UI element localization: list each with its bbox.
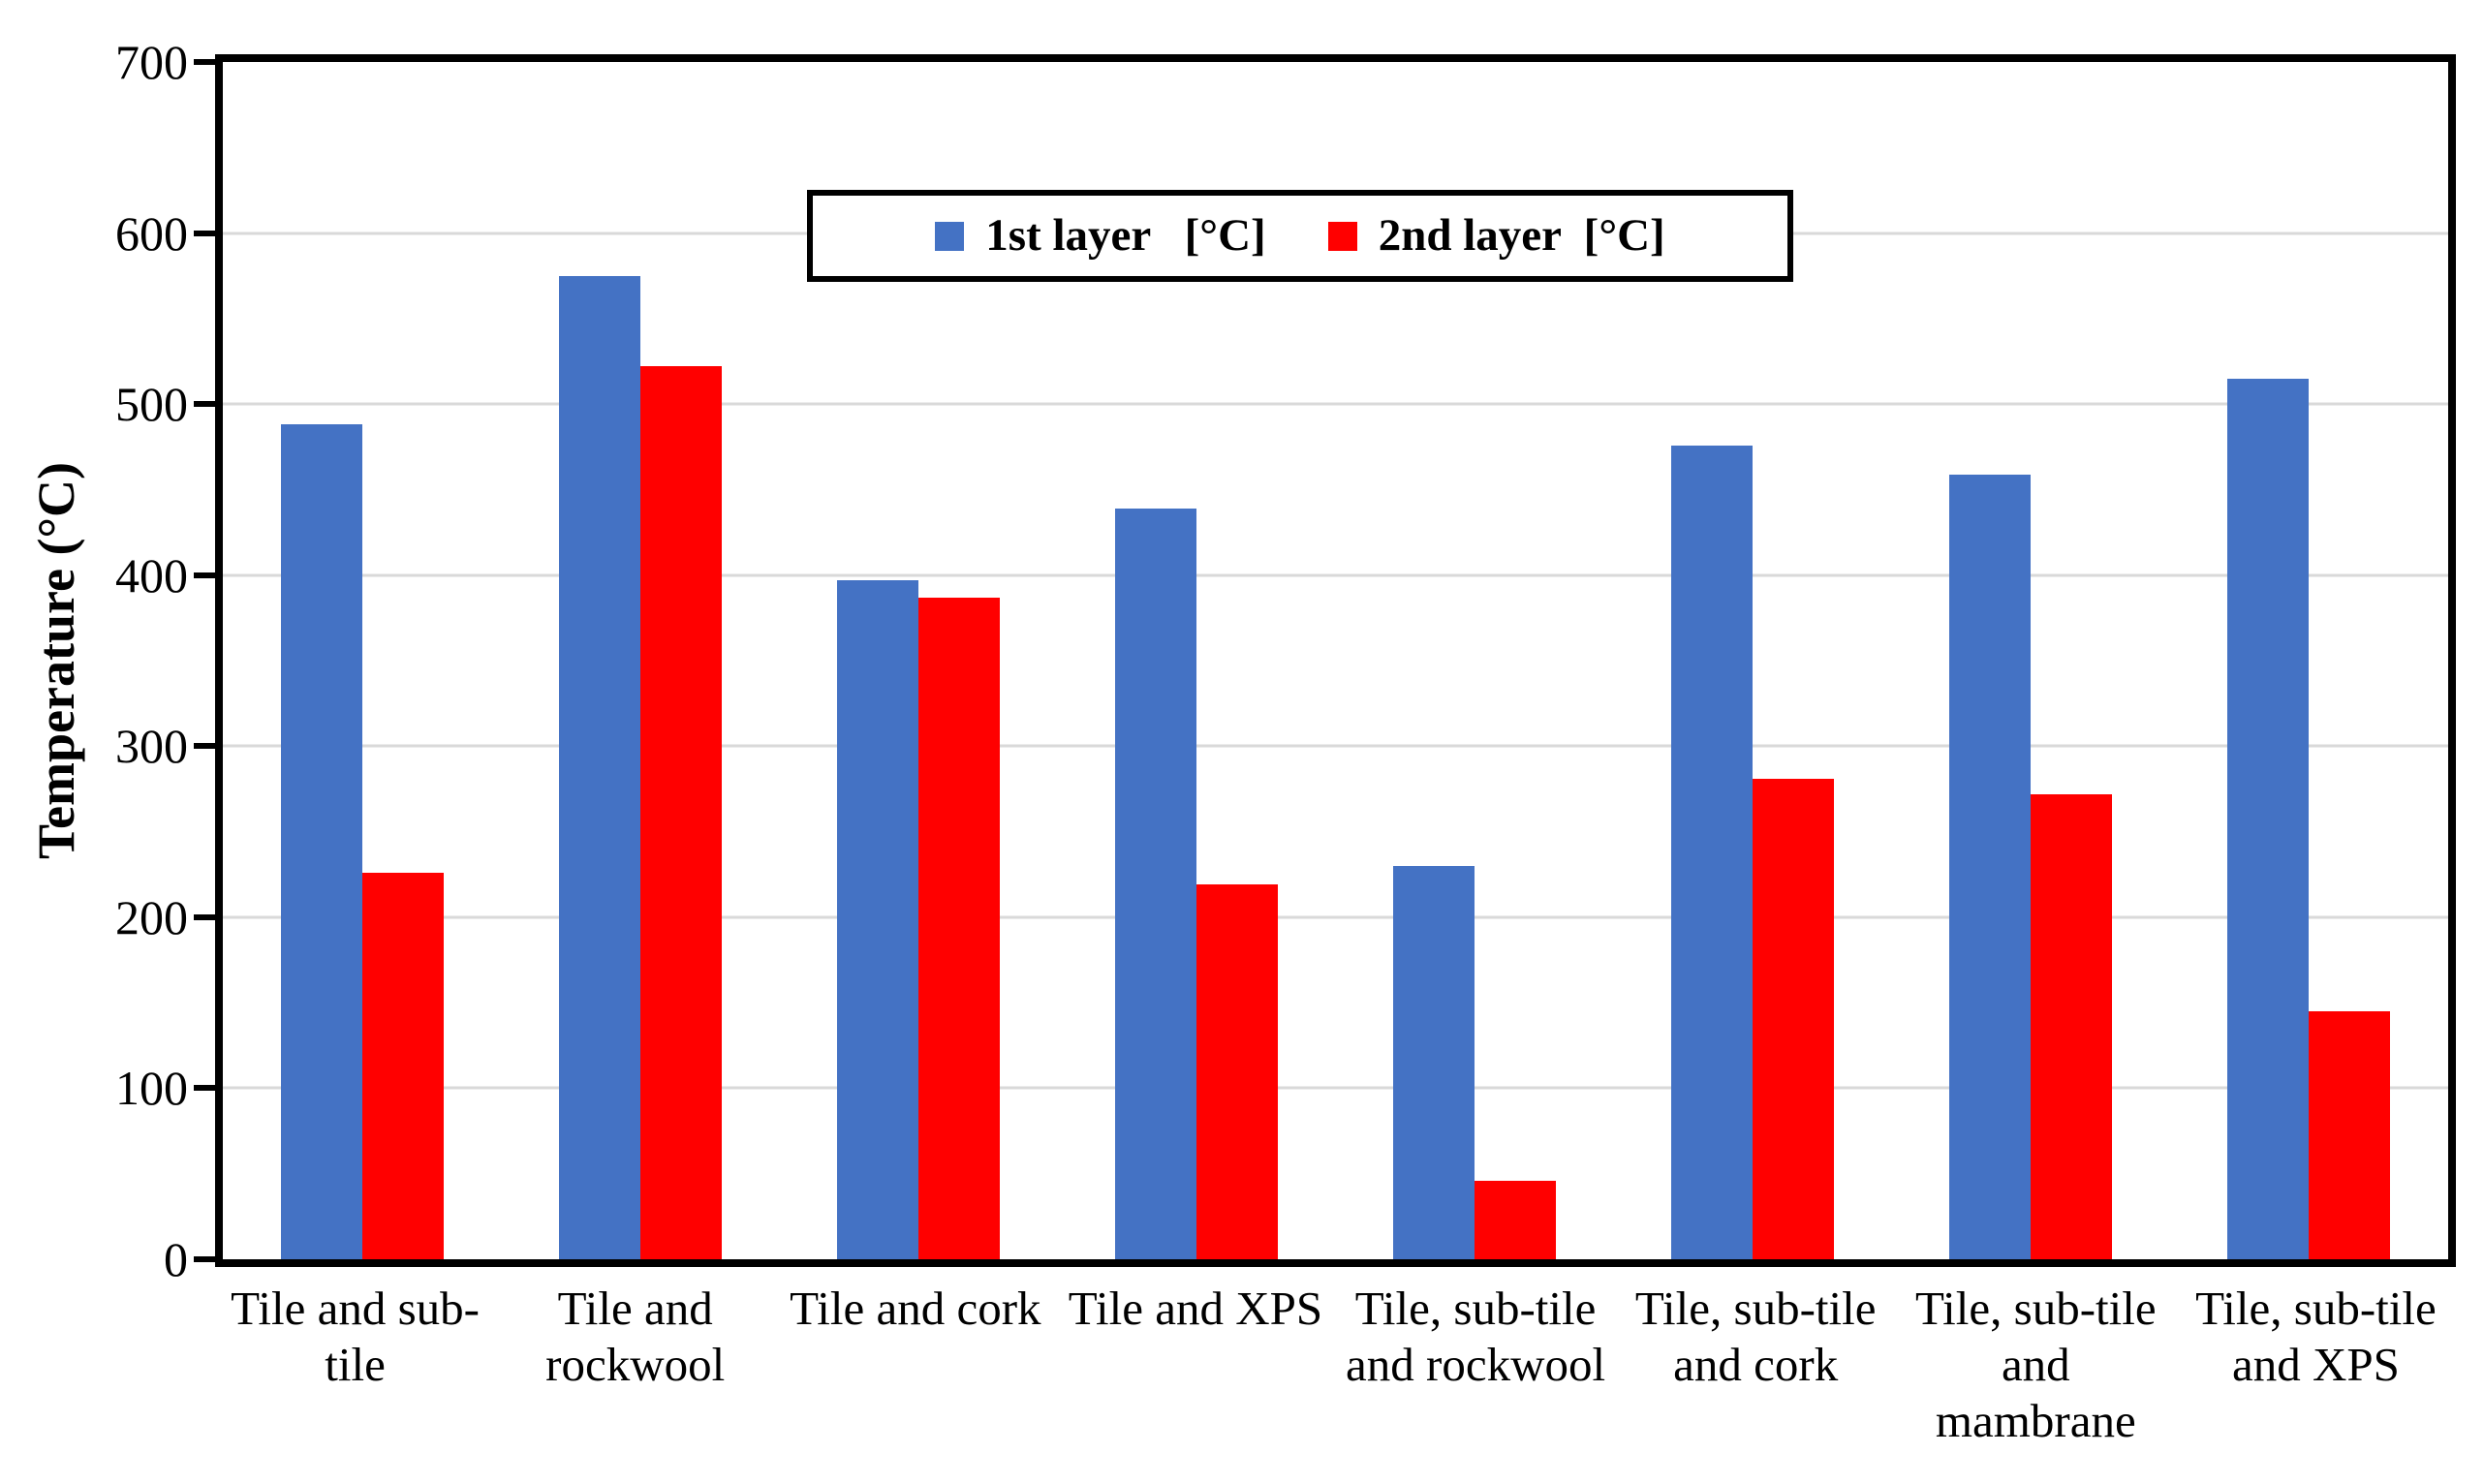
bar-series2-cat2: [639, 366, 722, 1259]
x-axis-labels: Tile and sub- tile Tile and rockwool Tile …: [215, 1281, 2456, 1448]
gridline-500: [223, 402, 2448, 406]
bar-series1-cat4: [1114, 508, 1196, 1259]
bar-group-4: [1057, 62, 1335, 1259]
y-tick-100: [194, 1085, 215, 1092]
legend-label-2: 2nd layer [°C]: [1378, 210, 1665, 261]
legend-label-1: 1st layer [°C]: [985, 210, 1266, 261]
y-tick-700: [194, 59, 215, 65]
bar-series1-cat1: [280, 424, 362, 1259]
y-tick-600: [194, 230, 215, 236]
bar-group-1: [223, 62, 501, 1259]
x-label-2: Tile and rockwool: [545, 1282, 726, 1391]
y-tick-label-100: 100: [115, 1061, 188, 1116]
gridline-400: [223, 573, 2448, 577]
y-tick-label-300: 300: [115, 719, 188, 774]
bar-group-5: [1336, 62, 1614, 1259]
legend-item-2: 2nd layer [°C]: [1327, 210, 1665, 261]
y-tick-label-500: 500: [115, 377, 188, 432]
y-tick-400: [194, 572, 215, 578]
x-label-7: Tile, sub-tile and mambrane: [1914, 1282, 2157, 1447]
legend-marker-icon: [935, 221, 965, 251]
legend-item-1: 1st layer [°C]: [935, 210, 1266, 261]
bar-group-8: [2170, 62, 2448, 1259]
y-tick-label-600: 600: [115, 205, 188, 261]
bar-group-3: [779, 62, 1057, 1259]
y-tick-label-400: 400: [115, 547, 188, 603]
y-axis-title: Temperature (°C): [27, 461, 85, 860]
bar-series1-cat5: [1393, 865, 1475, 1259]
x-label-8: Tile, sub-tile and XPS: [2195, 1282, 2437, 1391]
y-tick-300: [194, 743, 215, 750]
bar-series2-cat6: [1753, 778, 1835, 1259]
bar-series2-cat7: [2031, 793, 2113, 1259]
bar-series1-cat8: [2227, 378, 2310, 1259]
x-label-3: Tile and cork: [790, 1282, 1041, 1335]
bar-groups: [223, 62, 2448, 1259]
bar-series1-cat3: [836, 580, 918, 1259]
bar-group-7: [1892, 62, 2170, 1259]
y-tick-500: [194, 401, 215, 408]
bar-series2-cat4: [1195, 884, 1278, 1259]
y-tick-0: [194, 1256, 215, 1262]
bar-group-6: [1614, 62, 1892, 1259]
y-tick-label-700: 700: [115, 35, 188, 89]
bar-series2-cat1: [361, 872, 444, 1259]
bar-series2-cat5: [1475, 1180, 1557, 1259]
y-tick-200: [194, 913, 215, 920]
x-label-5: Tile, sub-tile and rockwool: [1346, 1282, 1606, 1391]
bar-series2-cat3: [917, 597, 1000, 1259]
bar-group-2: [501, 62, 779, 1259]
bar-series1-cat7: [1949, 474, 2032, 1259]
legend: 1st layer [°C] 2nd layer [°C]: [807, 190, 1793, 282]
gridline-200: [223, 915, 2448, 919]
x-label-1: Tile and sub- tile: [231, 1282, 480, 1391]
gridline-300: [223, 744, 2448, 748]
legend-marker-icon: [1327, 221, 1357, 251]
x-label-4: Tile and XPS: [1068, 1282, 1323, 1335]
gridline-100: [223, 1086, 2448, 1090]
bar-series2-cat8: [2309, 1010, 2391, 1259]
y-tick-label-0: 0: [164, 1232, 188, 1286]
x-label-6: Tile, sub-tile and cork: [1634, 1282, 1877, 1391]
bar-series1-cat6: [1671, 445, 1754, 1259]
bar-series1-cat2: [558, 275, 640, 1259]
y-tick-label-200: 200: [115, 889, 188, 944]
